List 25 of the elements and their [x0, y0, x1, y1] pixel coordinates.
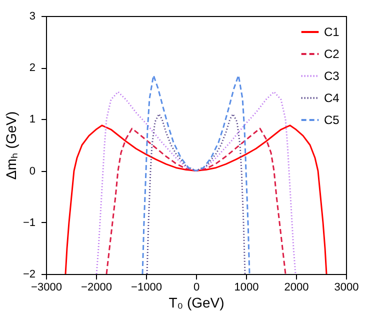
y-tick-label: 1 [29, 114, 36, 126]
legend-label: C1 [324, 25, 340, 39]
legend-label: C3 [324, 69, 340, 83]
line-series [64, 124, 328, 274]
x-tick-label: 1000 [234, 282, 259, 294]
y-tick-label: 3 [29, 10, 36, 22]
legend-label: C5 [324, 113, 340, 127]
x-tick-label: 0 [193, 282, 200, 294]
line-series [96, 91, 296, 274]
line-series [146, 113, 246, 274]
y-tick-label: −2 [22, 268, 36, 280]
x-tick-label: 2000 [284, 282, 309, 294]
x-tick-label: −2000 [81, 282, 112, 294]
y-tick-label: −1 [22, 216, 36, 229]
legend-label: C4 [324, 91, 340, 105]
legend-label: C2 [324, 47, 340, 61]
y-axis-title: Δmₕ (GeV) [2, 111, 19, 180]
x-tick-label: 3000 [334, 282, 359, 294]
x-tick-label: −1000 [131, 282, 162, 294]
line-series [106, 128, 286, 274]
y-tick-label: 2 [29, 62, 36, 74]
line-series [142, 74, 250, 274]
y-tick-label: 0 [29, 165, 36, 178]
x-tick-label: −3000 [31, 282, 62, 294]
x-axis-title: T₀ (GeV) [168, 294, 224, 310]
